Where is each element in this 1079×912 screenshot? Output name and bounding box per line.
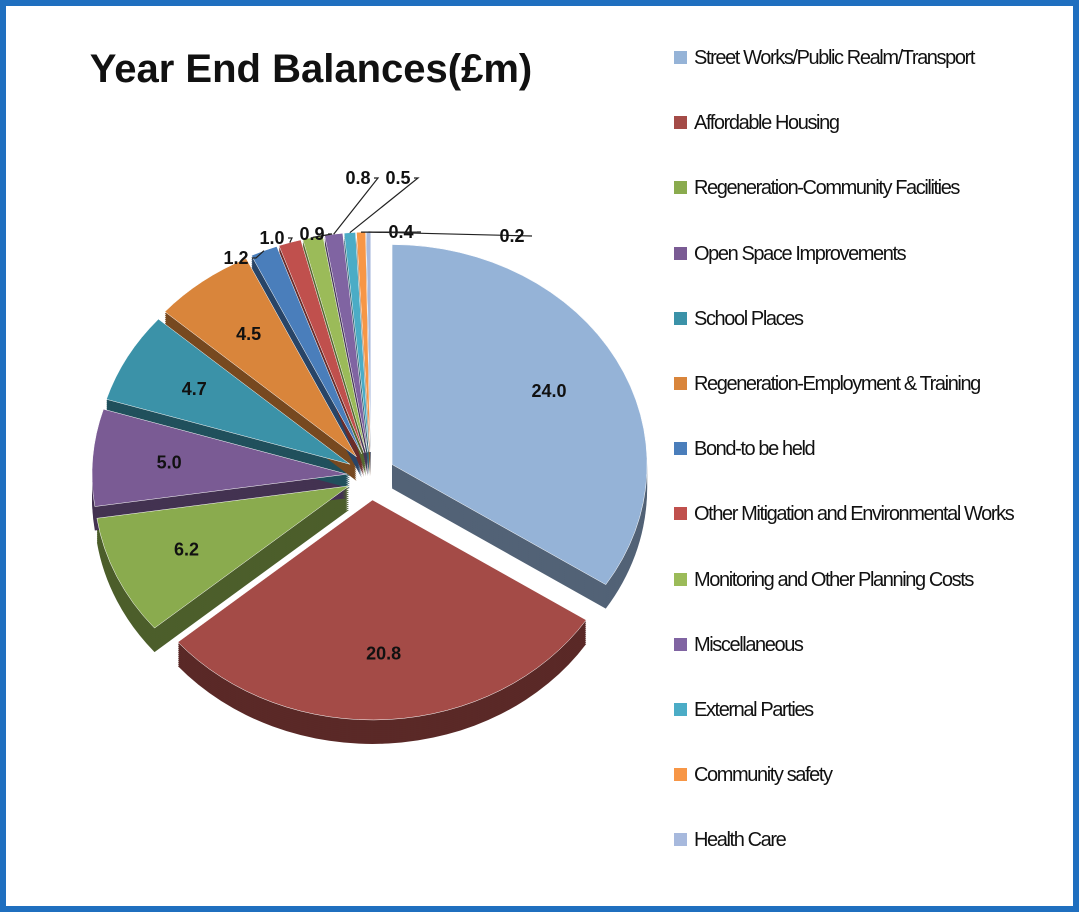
legend-item: External Parties <box>674 698 1064 722</box>
slice-side <box>324 239 368 459</box>
data-label: 0.2 <box>499 226 524 246</box>
legend-item: Bond-to be held <box>674 437 1064 461</box>
legend-item: School Places <box>674 307 1064 331</box>
legend-item: Street Works/Public Realm/Transport <box>674 46 1064 70</box>
legend-label: Street Works/Public Realm/Transport <box>694 47 975 69</box>
slice <box>164 258 357 458</box>
legend-item: Monitoring and Other Planning Costs <box>674 568 1064 592</box>
legend-item: Affordable Housing <box>674 111 1064 135</box>
slice <box>91 408 348 507</box>
legend-label: Affordable Housing <box>694 112 840 135</box>
leader-line <box>312 233 333 238</box>
data-label: 0.9 <box>299 224 324 244</box>
legend-label: Monitoring and Other Planning Costs <box>694 568 974 591</box>
slice-side <box>356 238 371 459</box>
data-label: 6.2 <box>174 539 199 559</box>
legend-swatch <box>674 572 687 586</box>
slice-side <box>324 241 368 461</box>
legend-label: Community safety <box>694 764 833 787</box>
leader-line <box>349 177 420 234</box>
data-label: 24.0 <box>532 381 567 401</box>
legend-swatch <box>674 703 687 716</box>
slice-side <box>356 242 371 463</box>
legend-item: Health Care <box>674 828 1064 852</box>
legend-swatch <box>674 51 687 64</box>
slice <box>278 239 365 454</box>
leader-line <box>252 250 265 259</box>
legend-label: Health Care <box>694 829 787 852</box>
legend-swatch <box>674 311 687 325</box>
legend-label: Regeneration-Employment & Training <box>694 373 981 395</box>
chart-title: Year End Balances(£m) <box>90 47 532 91</box>
slice-side <box>344 238 370 459</box>
slice-tops <box>91 231 648 721</box>
data-label: 20.8 <box>366 644 401 664</box>
slice <box>177 499 587 721</box>
slice-side <box>356 240 371 461</box>
legend-swatch <box>674 637 687 651</box>
data-label: 4.5 <box>236 324 261 344</box>
data-label: 5.0 <box>157 452 182 472</box>
legend-label: Bond-to be held <box>694 438 816 461</box>
data-label: 0.8 <box>345 168 370 188</box>
slice <box>343 232 370 453</box>
legend-item: Regeneration-Community Facilities <box>674 176 1064 200</box>
legend-swatch <box>674 768 687 782</box>
leader-line <box>333 177 380 235</box>
slice <box>96 485 350 629</box>
legend-item: Miscellaneous <box>674 633 1064 657</box>
legend-swatch <box>674 833 687 847</box>
legend-swatch <box>674 507 687 521</box>
legend-item: Community safety <box>674 763 1064 787</box>
legend-swatch <box>674 442 687 456</box>
legend-swatch <box>674 377 687 390</box>
slice <box>391 244 648 585</box>
chart: Year End Balances(£m) 24.0 20.8 6.2 5.0 4.7 4… <box>90 47 648 744</box>
labels: 24.0 20.8 6.2 5.0 4.7 4.5 1.2 1.0 0.9 0.8 0.5 0.4 0.… <box>157 168 567 664</box>
data-label: 1.0 <box>259 228 284 248</box>
data-label: 4.7 <box>182 379 207 399</box>
data-label: 1.2 <box>223 248 248 268</box>
legend-label: External Parties <box>694 699 814 721</box>
leader-line <box>368 231 533 237</box>
slice-side <box>344 242 370 463</box>
legend-item: Other Mitigation and Environmental Works <box>674 502 1064 526</box>
data-label: 0.5 <box>385 168 410 188</box>
legend-label: Regeneration-Community Facilities <box>694 177 960 200</box>
slice-side <box>344 236 370 457</box>
slice-side <box>344 240 370 461</box>
legend-label: Open Space Improvements <box>694 242 907 265</box>
slice-side <box>324 237 368 457</box>
legend-item: Regeneration-Employment & Training <box>674 372 1064 396</box>
slice <box>106 318 351 465</box>
legend-label: Other Mitigation and Environmental Works <box>694 503 1015 526</box>
legend-label: School Places <box>694 307 804 330</box>
legend-swatch <box>674 246 687 260</box>
data-label: 0.4 <box>388 222 413 242</box>
leader-line <box>288 237 293 243</box>
legend-swatch <box>674 116 687 130</box>
legend-label: Miscellaneous <box>694 633 804 656</box>
legend-item: Open Space Improvements <box>674 242 1064 266</box>
legend-swatch <box>674 181 687 195</box>
